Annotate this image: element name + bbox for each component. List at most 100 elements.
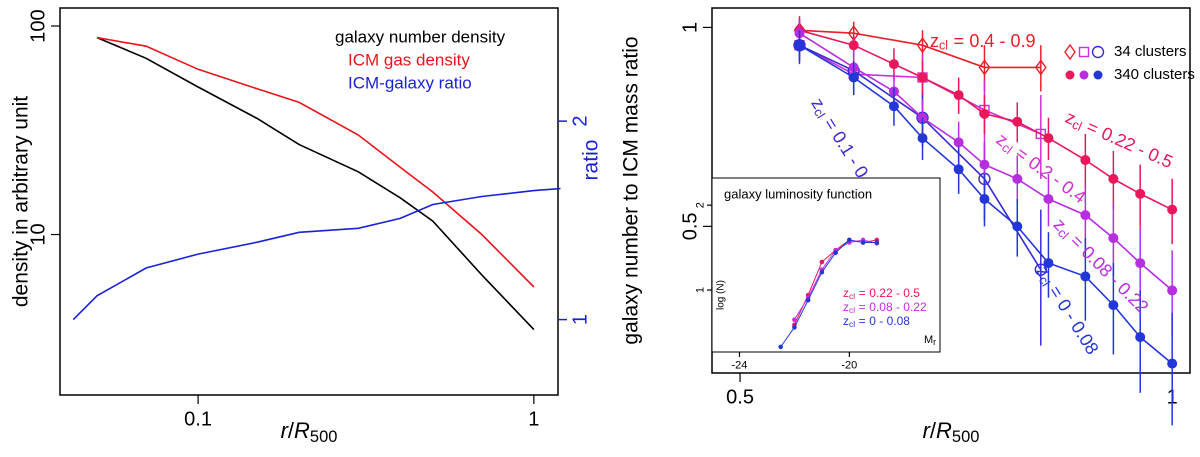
point <box>1135 258 1146 269</box>
x-tick-label: -24 <box>732 360 748 372</box>
label-range: 0.4 - 0.9 <box>969 31 1035 51</box>
point <box>805 297 811 303</box>
point <box>794 40 805 51</box>
point <box>917 72 928 83</box>
point <box>1012 221 1023 232</box>
x-axis-label: r/R500 <box>281 418 338 447</box>
legend-marker <box>1064 43 1076 61</box>
point <box>1108 300 1119 311</box>
x-axis-label-part: 500 <box>952 428 980 446</box>
series-label: zcl =0 - 0.08 <box>843 314 910 329</box>
x-axis-label-part: 500 <box>310 428 338 446</box>
point <box>1135 332 1146 343</box>
x-tick-label: 1 <box>528 408 539 430</box>
label-range: 0.22 - 0.5 <box>869 286 920 300</box>
point <box>978 59 991 76</box>
point <box>979 194 990 205</box>
x-axis-label-part: / <box>288 418 295 443</box>
point <box>1043 194 1054 205</box>
label-sub: cl <box>849 319 855 329</box>
point <box>1034 59 1047 76</box>
label-eq: = <box>859 300 866 314</box>
point <box>860 240 866 245</box>
point <box>1012 116 1023 127</box>
point <box>819 269 825 275</box>
y-tick-label: 100 <box>27 9 49 42</box>
point <box>1108 173 1119 184</box>
point <box>916 36 929 54</box>
label-range: 0 - 0.08 <box>869 314 910 328</box>
legend-marker <box>1093 70 1103 80</box>
series-line <box>799 32 1173 292</box>
x-tick-label: 0.5 <box>726 386 754 408</box>
point <box>1012 173 1023 184</box>
y-axis-label: log (N) <box>716 280 727 310</box>
legend-marker <box>1079 70 1089 80</box>
series-label: zcl = 0.4 - 0.9 <box>930 31 1035 53</box>
point <box>888 101 899 112</box>
series-label: zcl =0.08 - 0.22 <box>843 300 927 315</box>
legend-marker <box>1091 45 1105 59</box>
legend-label: ICM-galaxy ratio <box>348 73 472 92</box>
point <box>917 133 928 144</box>
point <box>979 159 990 170</box>
label-var: z <box>843 286 849 300</box>
x-tick-label: 0.1 <box>184 408 212 430</box>
point <box>1043 258 1054 269</box>
x-axis-label: Mr <box>924 334 936 347</box>
y-tick-label: 1 <box>694 287 706 293</box>
point <box>819 259 825 265</box>
series-line <box>72 187 561 321</box>
point <box>953 137 964 148</box>
point <box>1080 210 1091 221</box>
x-tick-label: -20 <box>841 360 857 372</box>
label-var: z <box>930 31 939 51</box>
point <box>792 317 797 323</box>
point <box>1035 128 1047 140</box>
label-eq: = <box>859 314 866 328</box>
x-axis-label-part: R <box>936 418 952 443</box>
label-sub: cl <box>849 291 855 301</box>
y2-axis-label: ratio <box>580 140 603 181</box>
point <box>1043 133 1054 144</box>
series-line <box>96 36 535 331</box>
y-tick-label: 0.5 <box>679 212 701 240</box>
point <box>848 72 859 83</box>
point <box>1167 285 1178 296</box>
y2-tick-label: 1 <box>569 314 591 325</box>
series-line <box>96 36 535 288</box>
point <box>833 250 838 255</box>
series-label: zcl =0.22 - 0.5 <box>843 286 920 301</box>
point <box>778 344 783 350</box>
point <box>848 40 859 51</box>
point <box>953 90 964 101</box>
point <box>847 237 852 243</box>
plot-frame <box>711 177 941 353</box>
point <box>953 164 964 175</box>
label-eq: = <box>954 31 965 51</box>
point <box>888 59 899 70</box>
legend-marker <box>1065 70 1075 80</box>
y-axis-label: density in arbitrary unit <box>10 96 33 307</box>
series-line <box>799 44 1173 365</box>
x-axis-var: M <box>924 334 933 346</box>
point <box>1108 233 1119 244</box>
x-axis-label-part: r <box>281 418 290 443</box>
point <box>792 325 797 330</box>
legend-marker <box>1078 46 1090 58</box>
legend-label: 34 clusters <box>1114 43 1187 60</box>
y2-tick-label: 2 <box>569 116 591 127</box>
label-sub: cl <box>939 39 948 53</box>
legend-label: galaxy number density <box>335 27 506 46</box>
plot-frame <box>59 7 559 396</box>
label-range: 0.08 - 0.22 <box>869 300 927 314</box>
x-axis-label: r/R500 <box>923 418 980 447</box>
point <box>979 108 990 119</box>
y-tick-label: 10 <box>27 223 49 245</box>
label-var: z <box>843 300 849 314</box>
inset-title: galaxy luminosity function <box>724 186 872 201</box>
x-axis-label-part: r <box>923 418 932 443</box>
label-sub: cl <box>849 305 855 315</box>
point <box>1135 188 1146 199</box>
